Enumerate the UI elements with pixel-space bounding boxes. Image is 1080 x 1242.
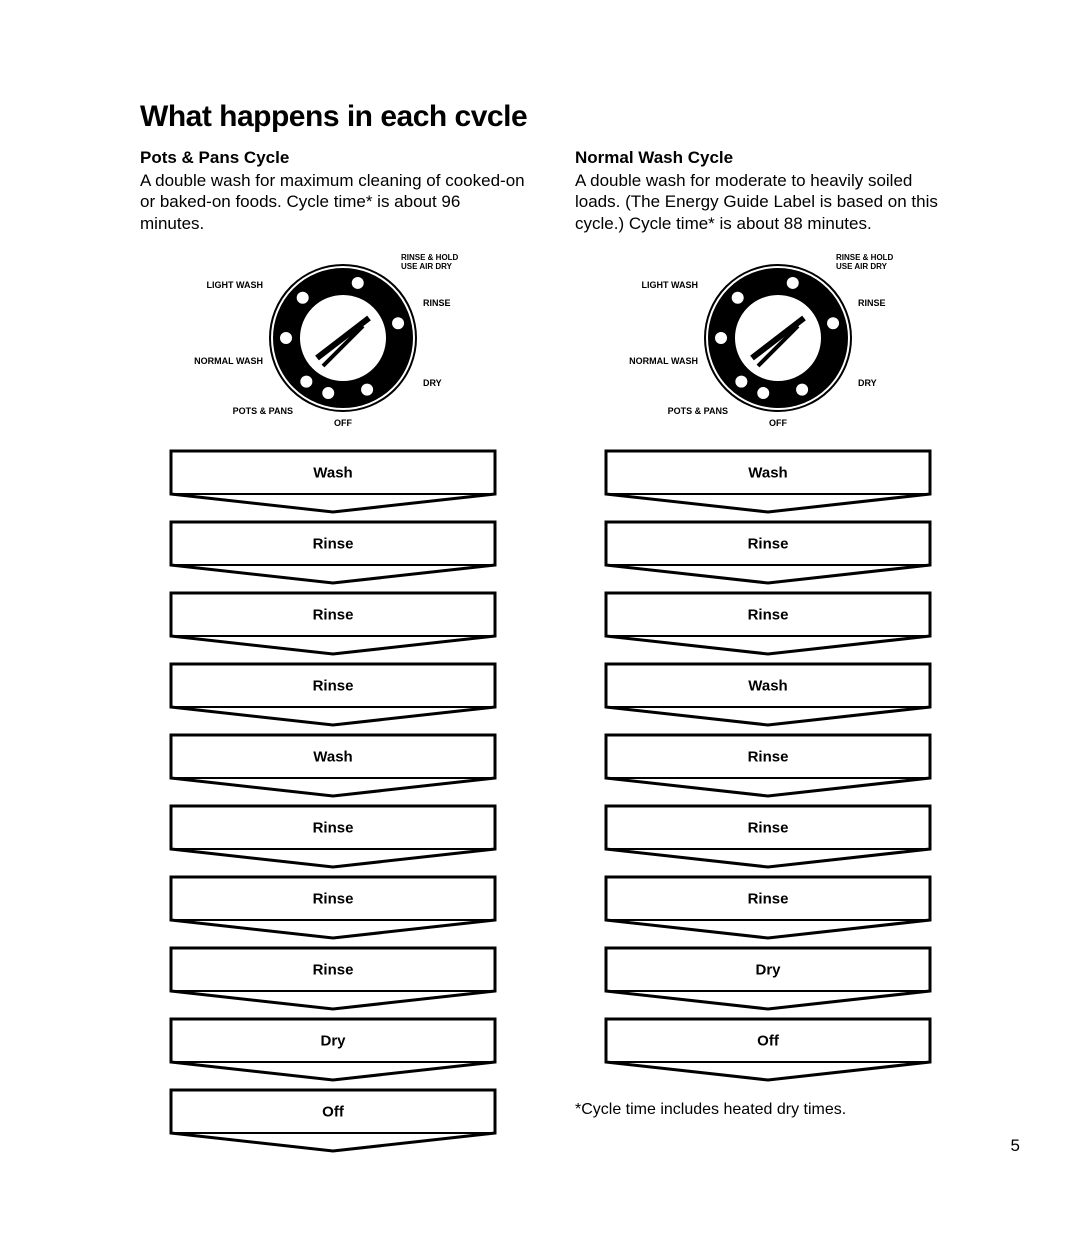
svg-text:Rinse: Rinse: [312, 677, 353, 694]
svg-text:Rinse: Rinse: [747, 819, 788, 836]
svg-text:LIGHT WASH: LIGHT WASH: [206, 280, 263, 290]
svg-text:DRY: DRY: [858, 378, 877, 388]
svg-text:RINSE & HOLD: RINSE & HOLD: [836, 253, 894, 262]
cycle-step: Wash: [603, 661, 933, 734]
cycle-step: Off: [603, 1016, 933, 1089]
svg-text:DRY: DRY: [423, 378, 442, 388]
cycle-step: Rinse: [168, 945, 498, 1018]
cycle-step: Rinse: [168, 519, 498, 592]
cycle-step: Rinse: [168, 661, 498, 734]
cycle-step: Rinse: [603, 590, 933, 663]
cycle-step: Wash: [603, 448, 933, 521]
svg-text:USE AIR DRY: USE AIR DRY: [836, 262, 888, 271]
steps-right: Wash Rinse Rinse Wash Rinse Rinse Rinse Dry Off: [575, 448, 960, 1087]
svg-text:Rinse: Rinse: [312, 819, 353, 836]
cycle-step: Dry: [603, 945, 933, 1018]
svg-text:Rinse: Rinse: [747, 535, 788, 552]
svg-text:RINSE & HOLD: RINSE & HOLD: [401, 253, 459, 262]
cycle-name-left: Pots & Pans Cycle: [140, 148, 525, 168]
svg-text:Rinse: Rinse: [312, 535, 353, 552]
cycle-desc-right: A double wash for moderate to heavily so…: [575, 170, 960, 234]
cycle-step: Rinse: [603, 732, 933, 805]
page-title: What happens in each cvcle: [140, 100, 960, 134]
cycle-step: Rinse: [168, 590, 498, 663]
svg-text:Rinse: Rinse: [312, 961, 353, 978]
footnote: *Cycle time includes heated dry times.: [575, 1101, 960, 1119]
svg-text:Rinse: Rinse: [747, 890, 788, 907]
column-pots-pans: Pots & Pans Cycle A double wash for maxi…: [140, 148, 525, 1158]
cycle-step: Wash: [168, 732, 498, 805]
svg-text:RINSE: RINSE: [858, 298, 886, 308]
steps-left: Wash Rinse Rinse Rinse Wash Rinse Rinse Rinse Dr…: [140, 448, 525, 1158]
svg-text:POTS & PANS: POTS & PANS: [232, 406, 292, 416]
document-page: What happens in each cvcle Pots & Pans C…: [0, 0, 1080, 1242]
cycle-desc-left: A double wash for maximum cleaning of co…: [140, 170, 525, 234]
svg-text:Wash: Wash: [313, 464, 352, 481]
cycle-step: Rinse: [603, 519, 933, 592]
two-column-layout: Pots & Pans Cycle A double wash for maxi…: [140, 148, 960, 1158]
svg-text:OFF: OFF: [334, 418, 352, 426]
svg-text:LIGHT WASH: LIGHT WASH: [641, 280, 698, 290]
svg-text:Off: Off: [757, 1032, 780, 1049]
svg-text:Off: Off: [322, 1103, 345, 1120]
svg-text:Dry: Dry: [320, 1032, 346, 1049]
svg-text:POTS & PANS: POTS & PANS: [667, 406, 727, 416]
svg-text:Wash: Wash: [313, 748, 352, 765]
svg-text:Rinse: Rinse: [747, 606, 788, 623]
cycle-step: Rinse: [168, 874, 498, 947]
svg-text:NORMAL WASH: NORMAL WASH: [194, 356, 263, 366]
svg-text:Rinse: Rinse: [312, 606, 353, 623]
svg-text:OFF: OFF: [769, 418, 787, 426]
svg-text:RINSE: RINSE: [423, 298, 451, 308]
page-number: 5: [1011, 1136, 1020, 1156]
cycle-name-right: Normal Wash Cycle: [575, 148, 960, 168]
svg-text:Wash: Wash: [748, 677, 787, 694]
cycle-step: Dry: [168, 1016, 498, 1089]
svg-text:Wash: Wash: [748, 464, 787, 481]
svg-text:Dry: Dry: [755, 961, 781, 978]
dial-right: RINSE & HOLDUSE AIR DRY LIGHT WASH RINSE NO…: [575, 246, 960, 426]
column-normal-wash: Normal Wash Cycle A double wash for mode…: [575, 148, 960, 1158]
cycle-step: Rinse: [168, 803, 498, 876]
svg-text:USE AIR DRY: USE AIR DRY: [401, 262, 453, 271]
cycle-step: Rinse: [603, 803, 933, 876]
cycle-step: Rinse: [603, 874, 933, 947]
cycle-step: Off: [168, 1087, 498, 1160]
cycle-step: Wash: [168, 448, 498, 521]
svg-text:Rinse: Rinse: [747, 748, 788, 765]
dial-left: RINSE & HOLDUSE AIR DRY LIGHT WASH RINSE NO…: [140, 246, 525, 426]
svg-text:Rinse: Rinse: [312, 890, 353, 907]
svg-text:NORMAL WASH: NORMAL WASH: [629, 356, 698, 366]
